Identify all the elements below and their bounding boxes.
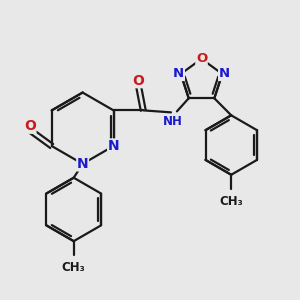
Text: N: N [219,68,230,80]
Text: O: O [196,52,207,65]
Text: CH₃: CH₃ [62,261,86,274]
Text: NH: NH [163,115,183,128]
Text: CH₃: CH₃ [219,195,243,208]
Text: O: O [132,74,144,88]
Text: N: N [108,139,119,153]
Text: N: N [77,157,88,171]
Text: N: N [173,68,184,80]
Text: O: O [24,119,36,133]
